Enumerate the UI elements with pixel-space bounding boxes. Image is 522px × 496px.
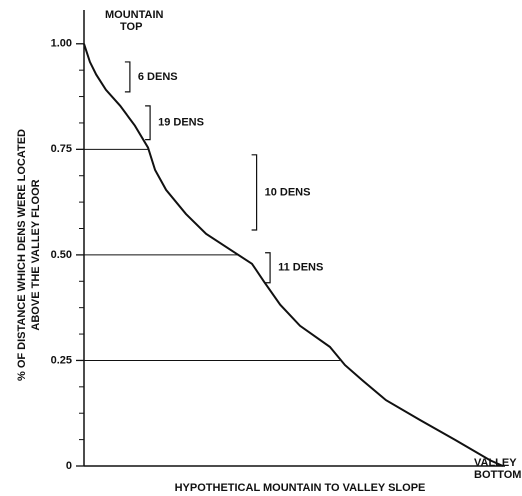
top-label: TOP <box>120 21 142 33</box>
curve <box>83 43 504 467</box>
annotation: 19 DENS <box>158 117 204 129</box>
annotation: 11 DENS <box>278 262 323 274</box>
annotation: 10 DENS <box>265 186 311 198</box>
bracket <box>145 105 151 141</box>
bracket <box>124 61 131 93</box>
bracket <box>265 252 271 284</box>
y-tick-label: 0.25 <box>51 354 72 366</box>
y-axis-label: ABOVE THE VALLEY FLOOR <box>30 179 42 330</box>
bracket <box>251 154 258 231</box>
annotation: 6 DENS <box>138 71 178 83</box>
y-tick-label: 0 <box>66 460 72 472</box>
y-tick-label: 1.00 <box>51 38 72 50</box>
y-tick-label: 0.50 <box>51 249 72 261</box>
x-axis-label: HYPOTHETICAL MOUNTAIN TO VALLEY SLOPE <box>175 482 426 494</box>
bottom-label: VALLEY <box>474 457 517 469</box>
y-axis-label: % OF DISTANCE WHICH DENS WERE LOCATED <box>16 129 28 381</box>
bottom-label: BOTTOM <box>474 469 521 481</box>
y-tick-label: 0.75 <box>51 143 72 155</box>
top-label: MOUNTAIN <box>105 9 164 21</box>
